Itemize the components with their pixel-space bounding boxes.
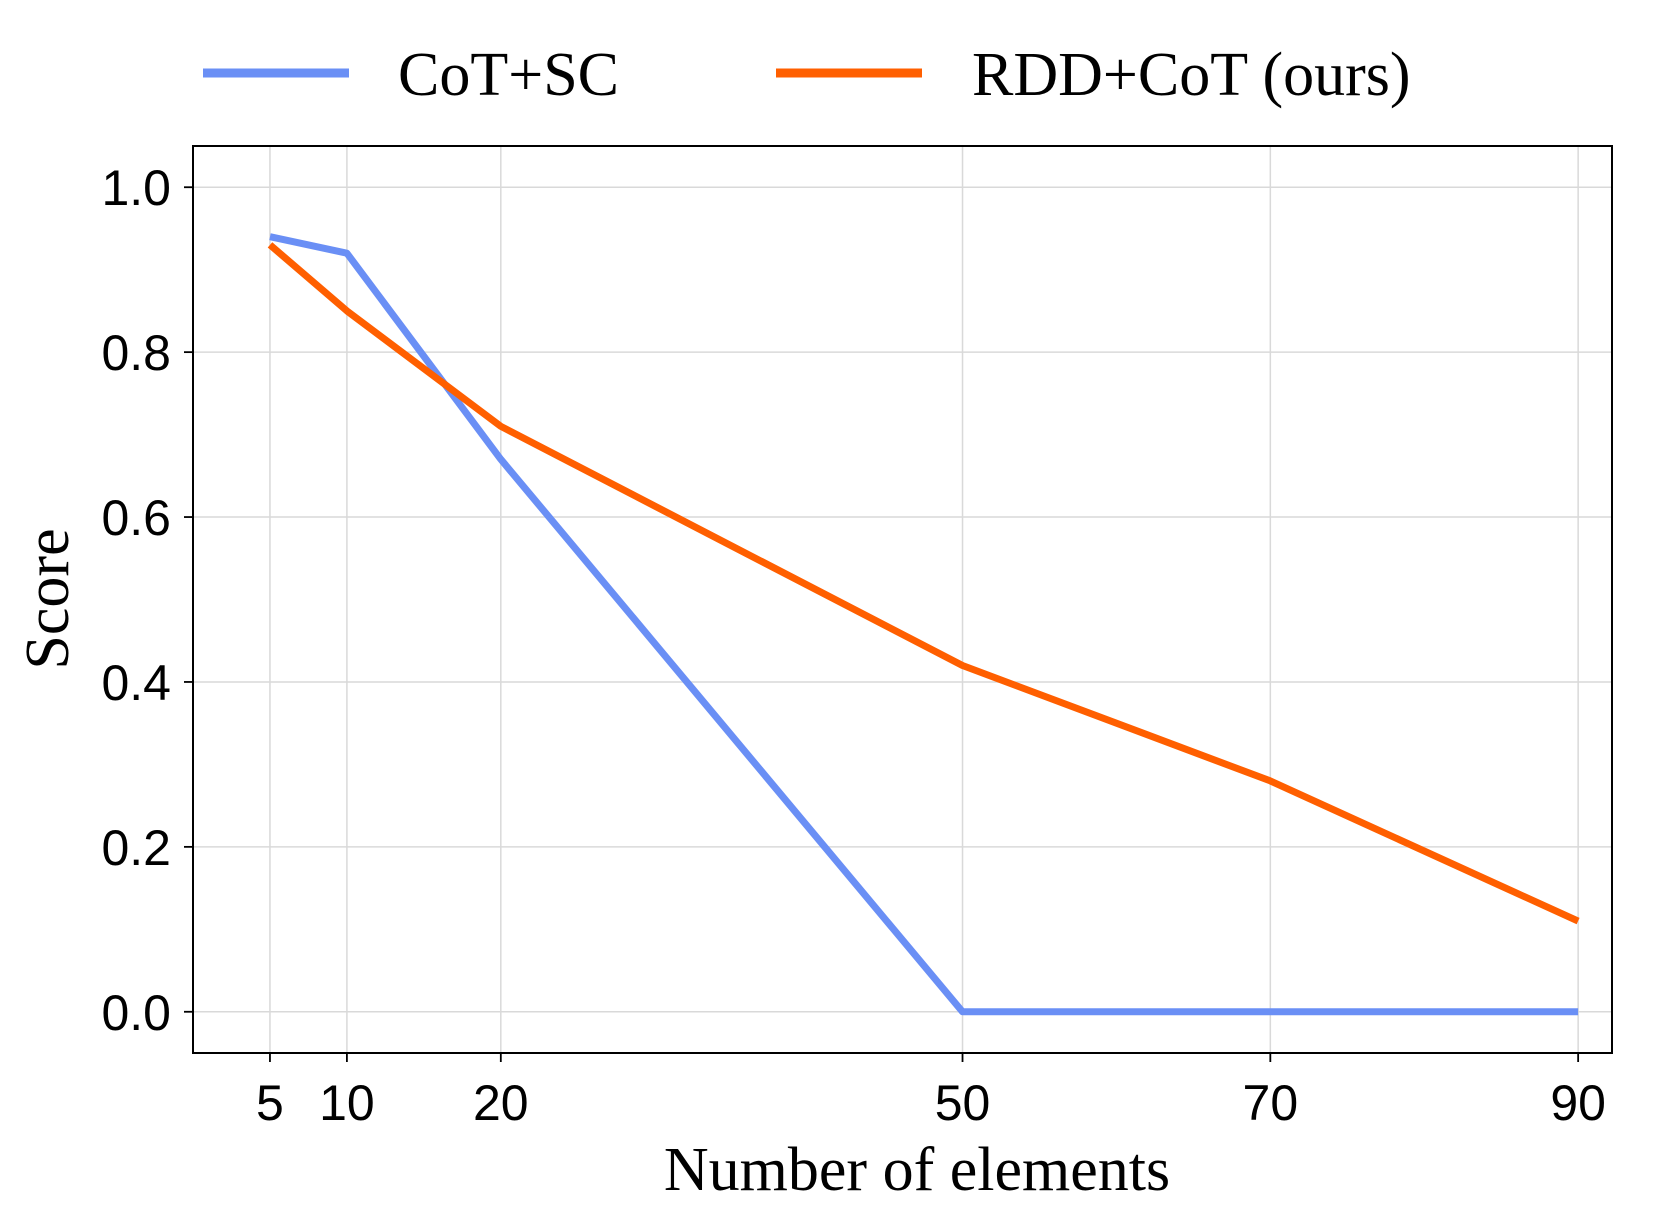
x-tick-label: 5 (256, 1075, 284, 1131)
y-tick-label: 0.8 (101, 325, 171, 381)
y-axis: 0.0 0.2 0.4 0.6 0.8 1.0 (101, 160, 193, 1041)
series-line-cot-sc (269, 233, 1579, 1016)
y-tick-label: 0.4 (101, 655, 171, 711)
plot-area-frame (192, 145, 1613, 1054)
series-line-rdd-cot (267, 242, 1580, 925)
series-group (267, 233, 1580, 1016)
x-axis-title: Number of elements (664, 1136, 1170, 1204)
x-tick-label: 20 (473, 1075, 529, 1131)
x-tick-label: 50 (935, 1075, 991, 1131)
x-tick-label: 90 (1550, 1075, 1606, 1131)
y-axis-title: Score (14, 528, 82, 669)
legend: CoT+SC RDD+CoT (ours) (203, 41, 1411, 109)
x-axis: 5 10 20 50 70 90 (256, 1053, 1606, 1131)
legend-label-cot-sc: CoT+SC (398, 41, 619, 109)
y-tick-label: 0.2 (101, 820, 171, 876)
x-tick-label: 10 (319, 1075, 375, 1131)
y-tick-label: 0.6 (101, 490, 171, 546)
gridlines (193, 146, 1612, 1053)
legend-label-rdd-cot: RDD+CoT (ours) (972, 41, 1411, 109)
y-tick-label: 1.0 (101, 160, 171, 216)
y-tick-label: 0.0 (101, 985, 171, 1041)
x-tick-label: 70 (1243, 1075, 1299, 1131)
